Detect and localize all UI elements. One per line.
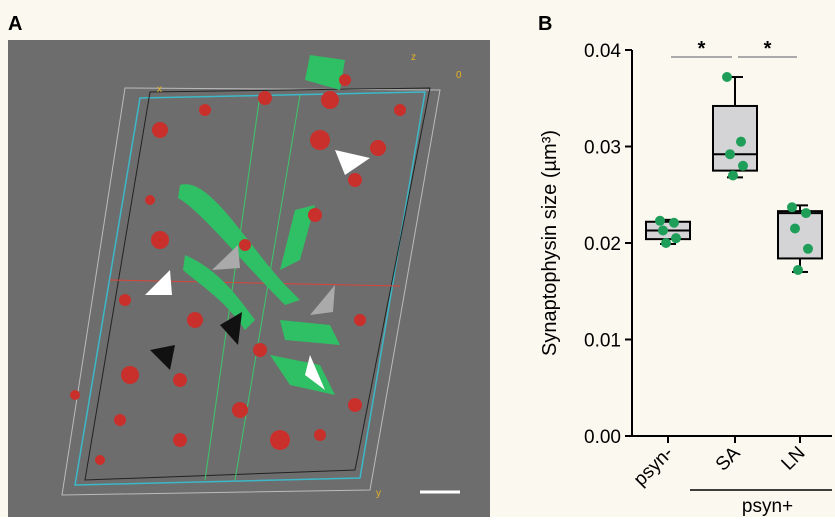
box xyxy=(713,106,757,171)
significance-label: * xyxy=(698,38,706,60)
y-tick-label: 0.02 xyxy=(584,234,621,255)
data-point xyxy=(661,238,671,248)
data-point xyxy=(725,149,735,159)
axis-letter: z xyxy=(411,52,416,63)
data-point xyxy=(728,170,738,180)
image-background xyxy=(8,40,490,517)
significance-label: * xyxy=(764,38,772,60)
y-tick-label: 0.04 xyxy=(584,41,621,62)
data-point xyxy=(787,202,797,212)
axis-letter: x xyxy=(157,84,162,95)
data-point xyxy=(793,265,803,275)
y-axis-label: Synaptophysin size (µm³) xyxy=(539,130,561,356)
axis-letter: y xyxy=(376,488,381,499)
y-tick-label: 0.01 xyxy=(584,331,621,352)
panel-label: B xyxy=(538,13,552,35)
data-point xyxy=(655,216,665,226)
data-point xyxy=(736,137,746,147)
data-point xyxy=(801,208,811,218)
y-tick-label: 0.00 xyxy=(584,427,621,448)
data-point xyxy=(658,225,668,235)
box xyxy=(778,211,822,258)
figure: A B xyxy=(0,0,835,517)
data-point xyxy=(671,233,681,243)
data-point xyxy=(722,72,732,82)
axis-letter: 0 xyxy=(456,70,462,81)
data-point xyxy=(669,218,679,228)
data-point xyxy=(790,224,800,234)
data-point xyxy=(803,244,813,254)
y-tick-label: 0.03 xyxy=(584,138,621,159)
data-point xyxy=(738,161,748,171)
micrograph: x z 0 y xyxy=(8,40,490,517)
group-label: psyn+ xyxy=(742,496,793,517)
panel-label: A xyxy=(8,13,22,35)
